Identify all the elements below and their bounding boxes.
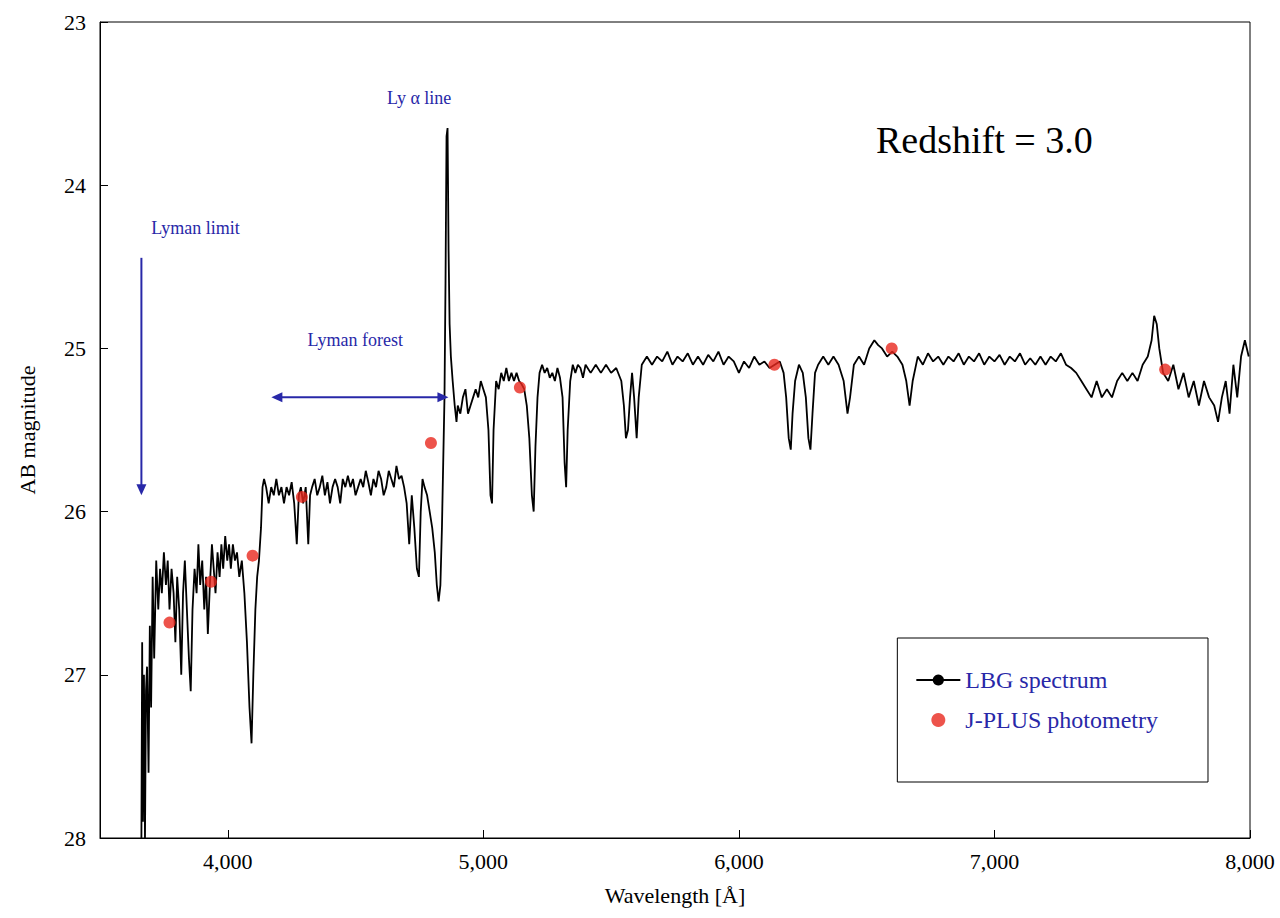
svg-text:8,000: 8,000 (1225, 849, 1275, 874)
svg-text:LBG spectrum: LBG spectrum (965, 667, 1107, 693)
svg-text:26: 26 (64, 499, 86, 524)
svg-text:5,000: 5,000 (459, 849, 509, 874)
svg-text:23: 23 (64, 10, 86, 35)
svg-text:Wavelength [Å]: Wavelength [Å] (605, 883, 746, 908)
svg-text:6,000: 6,000 (714, 849, 764, 874)
svg-text:AB magnitude: AB magnitude (15, 366, 40, 495)
svg-text:25: 25 (64, 336, 86, 361)
svg-text:7,000: 7,000 (970, 849, 1020, 874)
svg-text:Lyman forest: Lyman forest (308, 330, 403, 350)
svg-text:Lyman limit: Lyman limit (151, 218, 240, 238)
svg-text:28: 28 (64, 826, 86, 851)
svg-text:Ly α line: Ly α line (387, 88, 451, 108)
svg-text:J-PLUS photometry: J-PLUS photometry (965, 707, 1158, 733)
svg-text:4,000: 4,000 (203, 849, 253, 874)
svg-text:Redshift = 3.0: Redshift = 3.0 (876, 119, 1093, 161)
svg-text:27: 27 (64, 662, 86, 687)
svg-text:24: 24 (64, 173, 86, 198)
